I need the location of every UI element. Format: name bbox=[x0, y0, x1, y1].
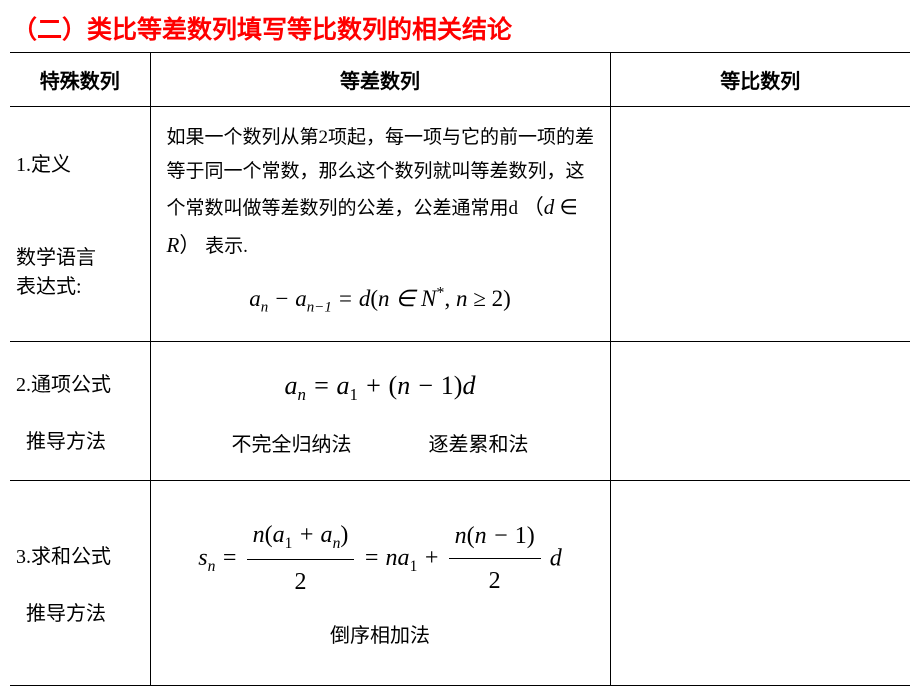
table-row-general-term: 2.通项公式 推导方法 an = a1 + (n − 1)d 不完全归纳法 逐差… bbox=[10, 341, 910, 480]
row1-content: 如果一个数列从第2项起，每一项与它的前一项的差等于同一个常数，那么这个数列就叫等… bbox=[150, 107, 610, 342]
definition-text: 如果一个数列从第2项起，每一项与它的前一项的差等于同一个常数，那么这个数列就叫等… bbox=[163, 121, 598, 265]
row1-label2: 数学语言 bbox=[16, 241, 144, 270]
general-term-formula: an = a1 + (n − 1)d bbox=[163, 356, 598, 418]
definition-formula: an − an−1 = d(n ∈ N*, n ≥ 2) bbox=[163, 273, 598, 327]
row2-label2: 推导方法 bbox=[16, 425, 144, 454]
row1-label: 1.定义 数学语言 表达式: bbox=[10, 107, 150, 342]
row3-label1: 3.求和公式 bbox=[16, 540, 144, 569]
table-header-row: 特殊数列 等差数列 等比数列 bbox=[10, 53, 910, 107]
row2-label: 2.通项公式 推导方法 bbox=[10, 341, 150, 480]
row3-content: sn = n(a1 + an) 2 = na1 + n(n − 1) 2 d 倒… bbox=[150, 480, 610, 685]
row1-empty bbox=[610, 107, 910, 342]
row3-empty bbox=[610, 480, 910, 685]
header-col1: 特殊数列 bbox=[10, 53, 150, 107]
row3-method: 倒序相加法 bbox=[163, 609, 598, 657]
table-row-sum: 3.求和公式 推导方法 sn = n(a1 + an) 2 = na1 + n(… bbox=[10, 480, 910, 685]
row2-label1: 2.通项公式 bbox=[16, 368, 144, 397]
row2-empty bbox=[610, 341, 910, 480]
row3-label: 3.求和公式 推导方法 bbox=[10, 480, 150, 685]
table-row-definition: 1.定义 数学语言 表达式: 如果一个数列从第2项起，每一项与它的前一项的差等于… bbox=[10, 107, 910, 342]
method2: 逐差累和法 bbox=[429, 428, 529, 462]
section-title: （二）类比等差数列填写等比数列的相关结论 bbox=[10, 6, 910, 52]
header-col3: 等比数列 bbox=[610, 53, 910, 107]
header-col2: 等差数列 bbox=[150, 53, 610, 107]
row2-methods: 不完全归纳法 逐差累和法 bbox=[163, 418, 598, 466]
row1-label3: 表达式: bbox=[16, 270, 144, 299]
sum-formula: sn = n(a1 + an) 2 = na1 + n(n − 1) 2 d bbox=[163, 509, 598, 609]
row2-content: an = a1 + (n − 1)d 不完全归纳法 逐差累和法 bbox=[150, 341, 610, 480]
row1-label1: 1.定义 bbox=[16, 148, 144, 177]
def-text-tail: 表示. bbox=[205, 236, 248, 257]
method1: 不完全归纳法 bbox=[232, 428, 352, 462]
row3-label2: 推导方法 bbox=[16, 597, 144, 626]
comparison-table: 特殊数列 等差数列 等比数列 1.定义 数学语言 表达式: 如果一个数列从第2项… bbox=[10, 52, 910, 686]
